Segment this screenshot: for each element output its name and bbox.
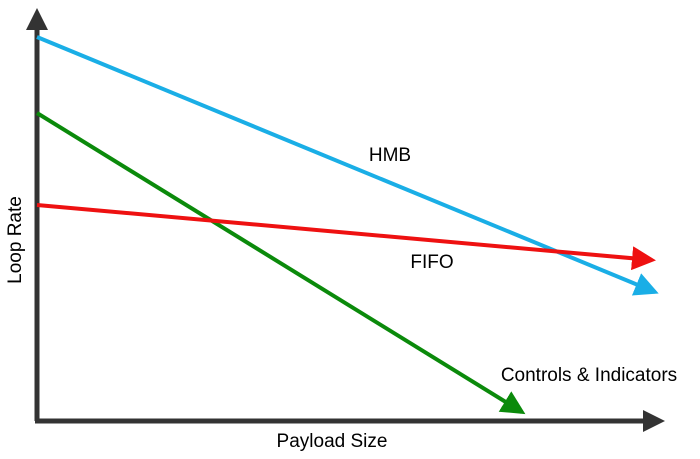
x-axis-arrow [643, 410, 665, 432]
line-label: Controls & Indicators [501, 365, 677, 386]
x-axis-label: Payload Size [277, 431, 388, 452]
controls-line [35, 111, 526, 415]
line-label: HMB [369, 145, 411, 166]
fifo-line [36, 203, 656, 271]
y-axis-arrow [26, 8, 48, 30]
y-axis-label: Loop Rate [5, 196, 26, 284]
line-label: FIFO [410, 252, 453, 273]
